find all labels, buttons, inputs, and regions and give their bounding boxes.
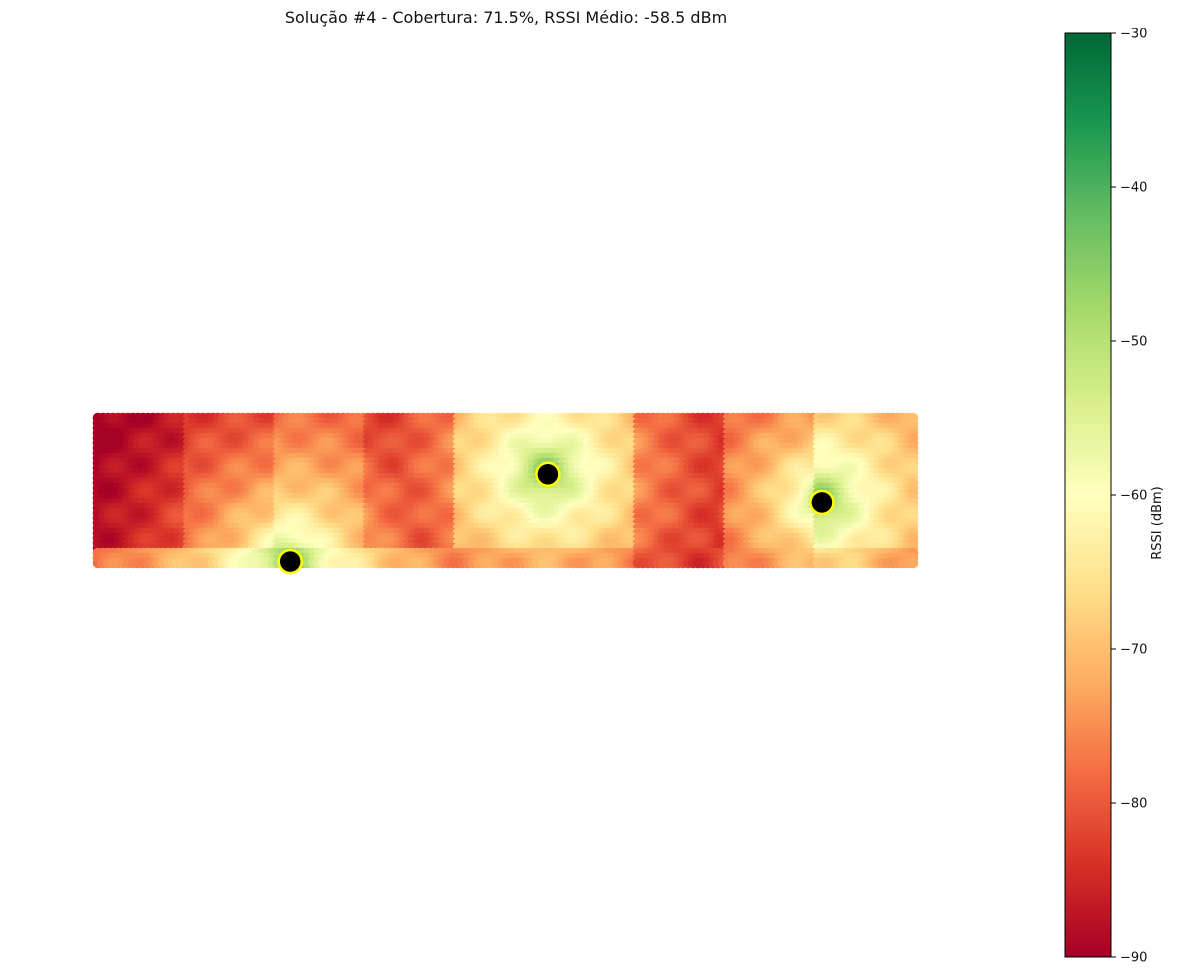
colorbar-tick-label: −50 [1120,335,1147,350]
access-point-marker [809,489,835,516]
colorbar-tick-label: −60 [1120,489,1147,504]
colorbar-label: RSSI (dBm) [1150,486,1165,559]
heatmap-points [92,412,919,569]
chart-title: Solução #4 - Cobertura: 71.5%, RSSI Médi… [284,8,728,27]
colorbar-tick-label: −70 [1120,643,1147,658]
colorbar-ticks: −30 −40 −50 −60 −70 −80 −90 [1111,28,1147,963]
access-point-marker [277,548,303,575]
colorbar-tick-label: −40 [1120,181,1147,196]
heatmap-plot [92,412,919,575]
heatmap-cell [907,557,919,569]
colorbar-gradient [1064,32,1112,958]
colorbar-tick-label: −90 [1120,951,1147,964]
colorbar: −30 −40 −50 −60 −70 −80 −90 RSSI (dBm) [1064,28,1165,963]
colorbar-tick-label: −80 [1120,797,1147,812]
colorbar-tick-label: −30 [1120,28,1147,42]
access-point-marker [535,461,561,487]
